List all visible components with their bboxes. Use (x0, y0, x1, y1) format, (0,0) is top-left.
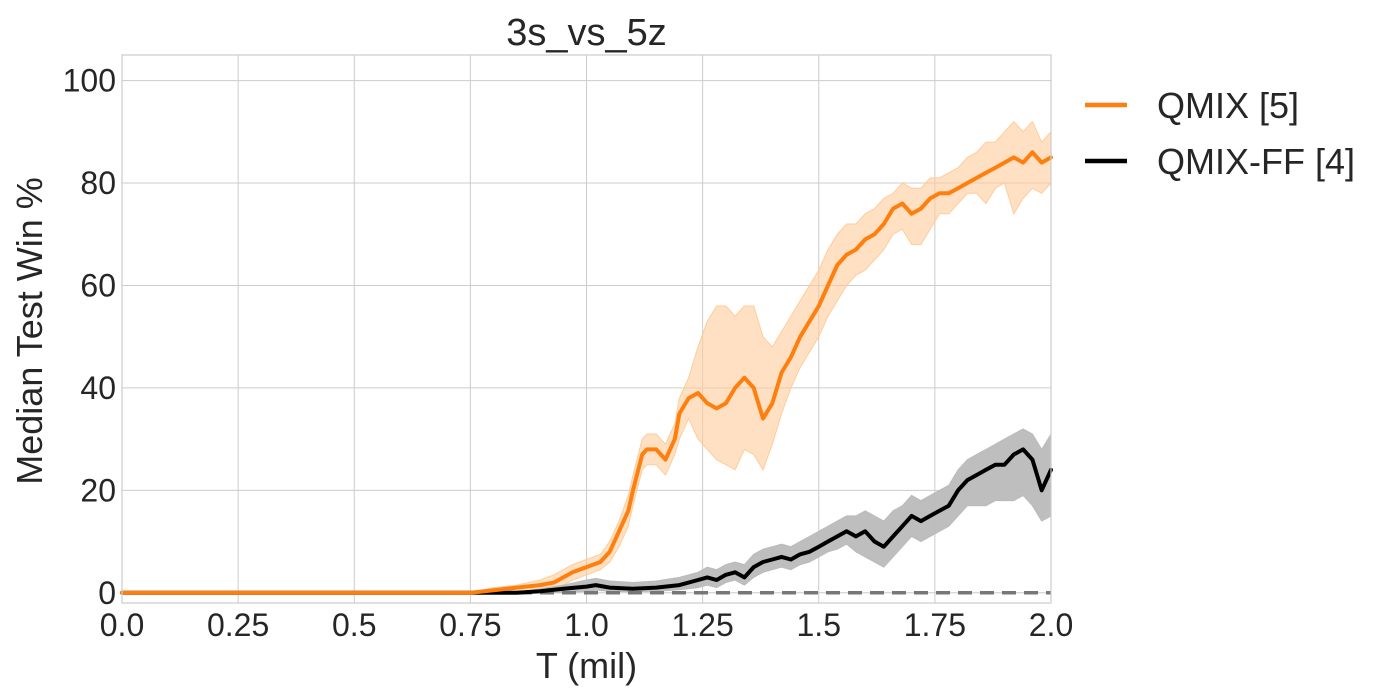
legend: QMIX [5] QMIX-FF [4] (1085, 85, 1355, 182)
x-axis-title: T (mil) (536, 645, 637, 686)
y-tick-label: 60 (80, 267, 116, 303)
x-tick-labels: 0.0 0.25 0.5 0.75 1.0 1.25 1.5 1.75 2.0 (100, 607, 1073, 643)
x-tick-label: 2.0 (1029, 607, 1073, 643)
y-tick-label: 0 (98, 575, 116, 611)
series-line-qmix-ff (120, 447, 1053, 595)
y-tick-label: 100 (63, 63, 116, 99)
x-tick-label: 1.25 (671, 607, 733, 643)
legend-label-qmix: QMIX [5] (1157, 85, 1299, 126)
x-tick-label: 1.5 (797, 607, 841, 643)
series-line-qmix (120, 150, 1053, 595)
series-lines (120, 150, 1053, 595)
x-tick-label: 0.75 (439, 607, 501, 643)
y-tick-labels: 0 20 40 60 80 100 (63, 63, 116, 611)
x-tick-label: 0.0 (100, 607, 144, 643)
legend-label-qmix-ff: QMIX-FF [4] (1157, 141, 1355, 182)
y-tick-label: 80 (80, 165, 116, 201)
x-tick-label: 0.25 (207, 607, 269, 643)
x-tick-label: 1.75 (904, 607, 966, 643)
plot-frame (121, 54, 1052, 604)
y-tick-label: 40 (80, 370, 116, 406)
y-axis-title: Median Test Win % (9, 177, 50, 484)
x-tick-label: 0.5 (332, 607, 376, 643)
x-tick-label: 1.0 (564, 607, 608, 643)
y-tick-label: 20 (80, 472, 116, 508)
chart-title: 3s_vs_5z (506, 12, 667, 54)
